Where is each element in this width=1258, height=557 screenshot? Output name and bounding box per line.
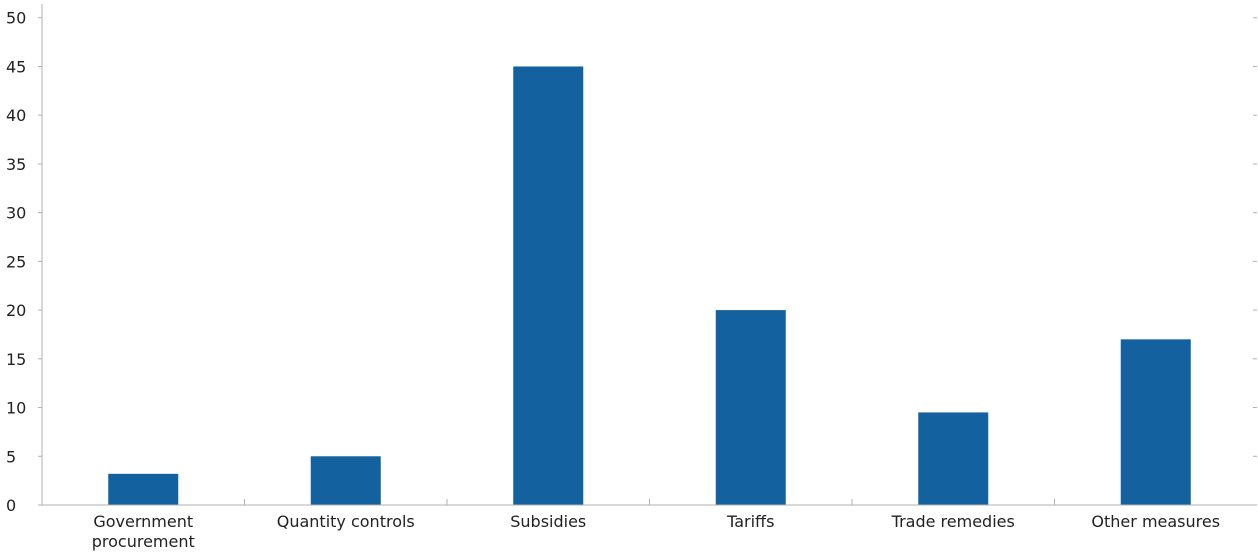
y-tick-label: 25	[6, 252, 26, 271]
x-tick-label: Quantity controls	[277, 512, 415, 531]
y-tick-label: 50	[6, 9, 26, 28]
y-tick-label: 45	[6, 57, 26, 76]
x-tick-label: Government procurement	[92, 512, 195, 551]
bar	[715, 310, 786, 505]
x-tick-label-line: Trade remedies	[891, 512, 1015, 531]
bar	[108, 473, 179, 505]
x-tick-label-line: Subsidies	[510, 512, 586, 531]
y-tick-label: 35	[6, 155, 26, 174]
y-tick-label: 0	[6, 496, 16, 515]
y-tick-label: 5	[6, 447, 16, 466]
x-axis-labels: Government procurement Quantity controls Su…	[92, 512, 1220, 551]
y-axis-ticks: 0 5 10 15 20 25 30 35 40 45 50	[6, 9, 1257, 515]
bar	[310, 456, 381, 505]
x-tick-label-line: procurement	[92, 532, 195, 551]
y-tick-label: 10	[6, 399, 26, 418]
bar	[513, 66, 584, 506]
bar	[918, 412, 989, 505]
x-tick-label: Subsidies	[510, 512, 586, 531]
axes	[41, 4, 1257, 506]
bars	[108, 66, 1191, 506]
bar	[1120, 339, 1191, 505]
x-tick-label: Tariffs	[726, 512, 774, 531]
y-tick-label: 20	[6, 301, 26, 320]
x-tick-label: Trade remedies	[891, 512, 1015, 531]
y-tick-label: 30	[6, 204, 26, 223]
x-tick-label-line: Other measures	[1091, 512, 1220, 531]
x-tick-label-line: Government	[93, 512, 193, 531]
x-tick-label-line: Quantity controls	[277, 512, 415, 531]
x-tick-label-line: Tariffs	[726, 512, 774, 531]
y-tick-label: 15	[6, 350, 26, 369]
x-tick-label: Other measures	[1091, 512, 1220, 531]
y-tick-label: 40	[6, 106, 26, 125]
